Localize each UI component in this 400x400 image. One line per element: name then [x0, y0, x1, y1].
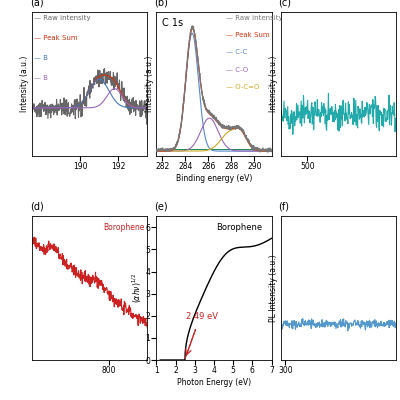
X-axis label: Binding energy (eV): Binding energy (eV) — [176, 174, 252, 183]
Text: (b): (b) — [154, 0, 168, 8]
Text: — Raw intensity: — Raw intensity — [34, 15, 91, 21]
Text: — O-C=O: — O-C=O — [226, 84, 259, 90]
Text: (c): (c) — [278, 0, 292, 8]
Text: (d): (d) — [30, 202, 44, 212]
Text: (f): (f) — [278, 202, 290, 212]
X-axis label: Photon Energy (eV): Photon Energy (eV) — [177, 378, 251, 387]
Text: — B: — B — [34, 55, 48, 61]
Text: — Raw intensity: — Raw intensity — [226, 15, 282, 21]
Text: (e): (e) — [154, 202, 168, 212]
Text: — C-C: — C-C — [226, 49, 247, 55]
Text: — B: — B — [34, 75, 48, 81]
Text: Borophene: Borophene — [216, 223, 262, 232]
Text: (a): (a) — [30, 0, 43, 8]
Y-axis label: Intensity (a.u.): Intensity (a.u.) — [20, 56, 29, 112]
Y-axis label: $(\alpha h\nu)^{1/2}$: $(\alpha h\nu)^{1/2}$ — [130, 273, 144, 303]
Text: 2.49 eV: 2.49 eV — [186, 312, 218, 321]
Text: — Peak Sum: — Peak Sum — [226, 32, 269, 38]
Text: — C-O: — C-O — [226, 67, 248, 73]
Y-axis label: Intensity (a.u.): Intensity (a.u.) — [269, 56, 278, 112]
Y-axis label: Intensity (a.u.): Intensity (a.u.) — [145, 56, 154, 112]
Y-axis label: PL Intensity (a.u.): PL Intensity (a.u.) — [269, 254, 278, 322]
Text: Borophene: Borophene — [104, 223, 145, 232]
Text: — Peak Sum: — Peak Sum — [34, 35, 78, 41]
Text: C 1s: C 1s — [162, 18, 183, 28]
